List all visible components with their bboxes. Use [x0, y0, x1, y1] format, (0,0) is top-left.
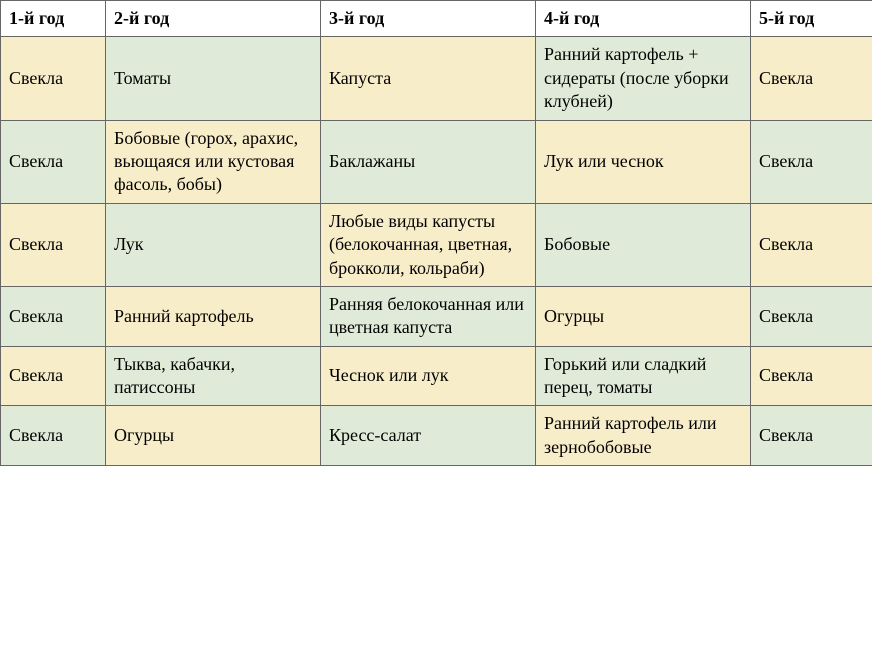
table-row: СвеклаРанний картофельРанняя белокочанна…: [1, 286, 872, 346]
table-cell: Огурцы: [536, 286, 751, 346]
col-header: 4-й год: [536, 1, 751, 37]
table-row: СвеклаТыква, кабачки, патиссоныЧеснок ил…: [1, 346, 872, 406]
table-body: СвеклаТоматыКапустаРанний картофель + си…: [1, 37, 872, 466]
table-cell: Свекла: [751, 286, 872, 346]
table-cell: Бобовые (горох, арахис, вьющаяся или кус…: [106, 120, 321, 203]
table-header-row: 1-й год 2-й год 3-й год 4-й год 5-й год: [1, 1, 872, 37]
table-cell: Свекла: [751, 37, 872, 120]
table-cell: Свекла: [1, 37, 106, 120]
table-cell: Лук или чеснок: [536, 120, 751, 203]
table-cell: Любые виды капусты (белокочанная, цветна…: [321, 203, 536, 286]
table-cell: Свекла: [751, 346, 872, 406]
table-row: СвеклаЛукЛюбые виды капусты (белокочанна…: [1, 203, 872, 286]
col-header: 1-й год: [1, 1, 106, 37]
table-cell: Свекла: [1, 120, 106, 203]
table-cell: Томаты: [106, 37, 321, 120]
table-cell: Ранний картофель + сидераты (после уборк…: [536, 37, 751, 120]
table-row: СвеклаБобовые (горох, арахис, вьющаяся и…: [1, 120, 872, 203]
table-row: СвеклаТоматыКапустаРанний картофель + си…: [1, 37, 872, 120]
table-cell: Кресс-салат: [321, 406, 536, 466]
table-cell: Свекла: [751, 203, 872, 286]
col-header: 2-й год: [106, 1, 321, 37]
table-cell: Капуста: [321, 37, 536, 120]
col-header: 3-й год: [321, 1, 536, 37]
table-cell: Свекла: [751, 120, 872, 203]
table-cell: Свекла: [751, 406, 872, 466]
table-cell: Тыква, кабачки, патиссоны: [106, 346, 321, 406]
table-cell: Лук: [106, 203, 321, 286]
table-cell: Огурцы: [106, 406, 321, 466]
table-cell: Бобовые: [536, 203, 751, 286]
table-cell: Баклажаны: [321, 120, 536, 203]
table-cell: Свекла: [1, 286, 106, 346]
table-cell: Свекла: [1, 203, 106, 286]
table-cell: Ранний картофель или зернобобовые: [536, 406, 751, 466]
table-cell: Свекла: [1, 406, 106, 466]
table-cell: Горький или сладкий перец, томаты: [536, 346, 751, 406]
table-cell: Ранний картофель: [106, 286, 321, 346]
table-cell: Свекла: [1, 346, 106, 406]
table-row: СвеклаОгурцыКресс-салатРанний картофель …: [1, 406, 872, 466]
col-header: 5-й год: [751, 1, 872, 37]
table-cell: Чеснок или лук: [321, 346, 536, 406]
crop-rotation-table: 1-й год 2-й год 3-й год 4-й год 5-й год …: [0, 0, 872, 466]
table-cell: Ранняя белокочанная или цветная капуста: [321, 286, 536, 346]
